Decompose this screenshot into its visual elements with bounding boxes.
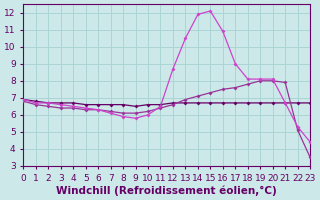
X-axis label: Windchill (Refroidissement éolien,°C): Windchill (Refroidissement éolien,°C) xyxy=(56,185,277,196)
